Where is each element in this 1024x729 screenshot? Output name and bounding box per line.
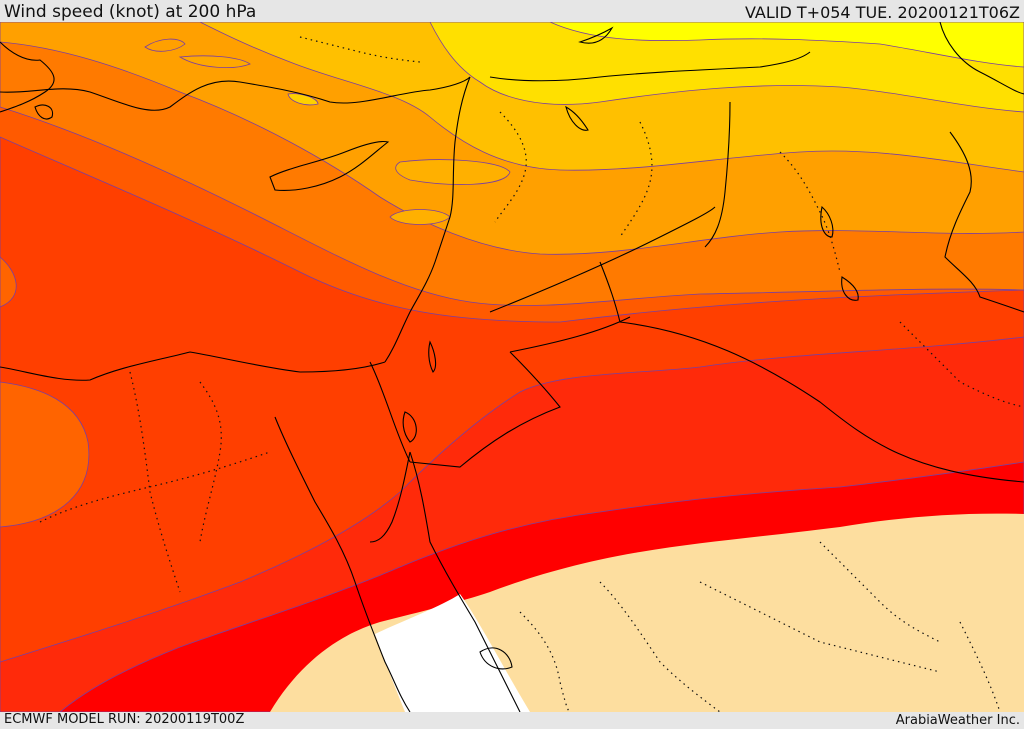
blob-ffb000-2 [389, 209, 451, 225]
coastlines [0, 22, 1024, 712]
band-ffe000 [429, 22, 1024, 113]
credit: ArabiaWeather Inc. [895, 713, 1020, 728]
internal-borders [39, 36, 1024, 712]
wind-speed-map [0, 22, 1024, 712]
footer-bar: ECMWF MODEL RUN: 20200119T00Z ArabiaWeat… [0, 712, 1024, 729]
blob-ffb000-3 [178, 55, 251, 68]
blob-yellowish-5 [287, 93, 319, 106]
header-bar: Wind speed (knot) at 200 hPa VALID T+054… [0, 0, 1024, 22]
blob-ffb000 [395, 159, 511, 185]
band-ffff00 [549, 22, 1024, 68]
valid-time: VALID T+054 TUE. 20200121T06Z [744, 3, 1020, 22]
model-run: ECMWF MODEL RUN: 20200119T00Z [4, 712, 245, 727]
map-title: Wind speed (knot) at 200 hPa [4, 2, 257, 22]
band-left-orange-2 [0, 256, 17, 308]
band-left-orange [0, 381, 90, 528]
band-white [375, 594, 530, 712]
blob-ffb000-4 [144, 38, 186, 52]
